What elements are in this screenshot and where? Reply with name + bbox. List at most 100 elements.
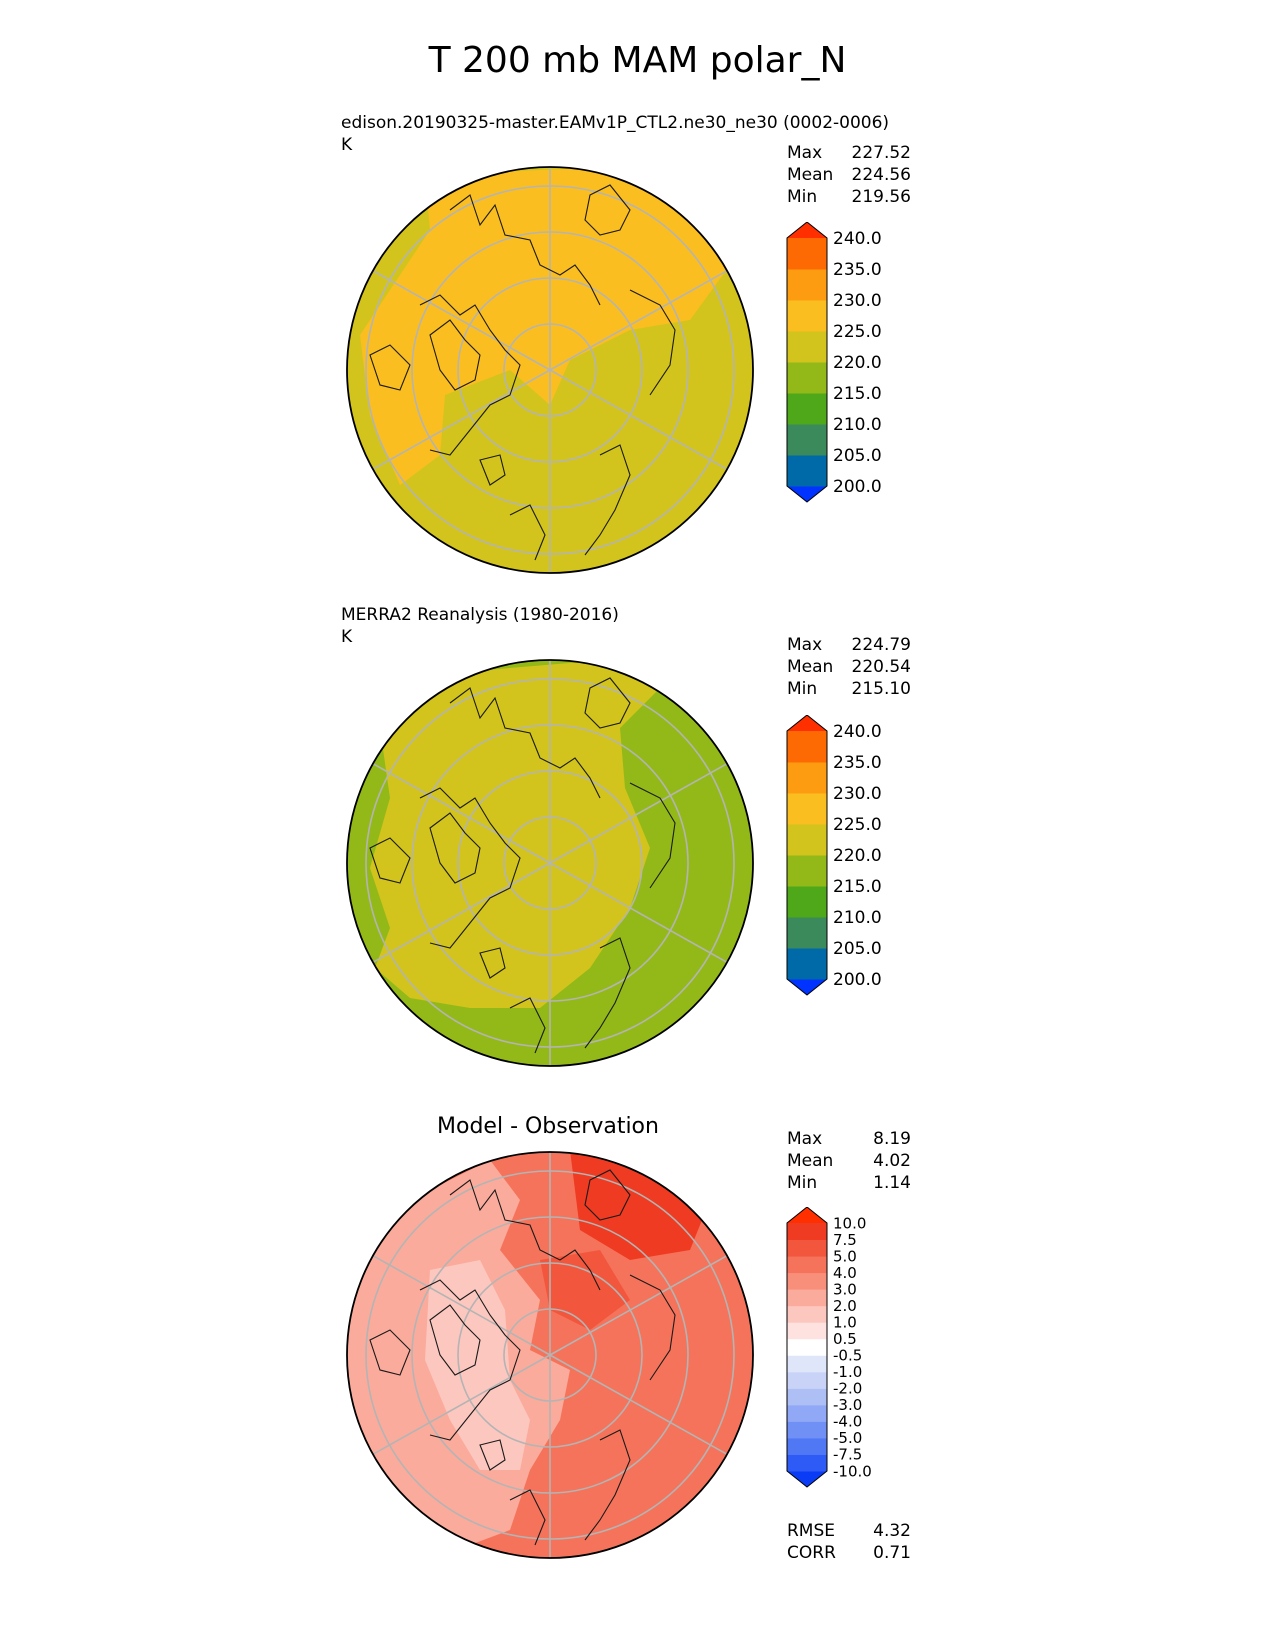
colorbar-extend-min <box>787 1471 827 1487</box>
stat-label: Min <box>787 679 818 699</box>
figure-title: T 200 mb MAM polar_N <box>428 40 847 81</box>
colorbar-tick-label: -0.5 <box>833 1347 862 1365</box>
colorbar-tick-label: 205.0 <box>833 446 882 466</box>
colorbar-box <box>787 1404 827 1422</box>
colorbar-tick-label: 225.0 <box>833 815 882 835</box>
colorbar-tick-label: 235.0 <box>833 260 882 280</box>
reference-panel-title: MERRA2 Reanalysis (1980-2016) <box>341 605 619 625</box>
colorbar-box <box>787 1454 827 1472</box>
colorbar-box <box>787 1338 827 1356</box>
colorbar-box <box>787 393 827 425</box>
colorbar-tick-label: 0.5 <box>833 1330 857 1348</box>
colorbar-box <box>787 948 827 980</box>
metric-label: RMSE <box>787 1521 836 1541</box>
colorbar-box <box>787 1289 827 1307</box>
diff-stats: Max 8.19 Mean 4.02 Min 1.14 <box>787 1128 911 1194</box>
colorbar-extend-min <box>787 979 827 995</box>
colorbar-box <box>787 762 827 794</box>
stat-value: 4.02 <box>873 1151 911 1171</box>
diff-panel-title: Model - Observation <box>437 1114 659 1139</box>
colorbar-box <box>787 1256 827 1274</box>
colorbar-tick-label: 205.0 <box>833 939 882 959</box>
colorbar-box <box>787 1437 827 1455</box>
stat-label: Min <box>787 187 818 207</box>
coastlines <box>369 1169 676 1546</box>
colorbar-outline <box>786 715 828 996</box>
colorbar-tick-label: 235.0 <box>833 753 882 773</box>
colorbar-tick-label: 1.0 <box>833 1313 857 1331</box>
colorbar-tick-label: -10.0 <box>833 1462 872 1480</box>
coastlines <box>369 184 676 561</box>
colorbar-tick-label: 240.0 <box>833 229 882 249</box>
colorbar-tick-label: 210.0 <box>833 908 882 928</box>
colorbar-box <box>787 793 827 825</box>
colorbar-box <box>787 455 827 487</box>
stat-label: Max <box>787 635 823 655</box>
stat-value: 227.52 <box>851 143 911 163</box>
colorbar-box <box>787 1371 827 1389</box>
stat-label: Max <box>787 143 823 163</box>
colorbar-box <box>787 1223 827 1241</box>
colorbar-box <box>787 1355 827 1373</box>
colorbar-tick-label: 2.0 <box>833 1297 857 1315</box>
colorbar-box <box>787 1388 827 1406</box>
map-fill-1-2 <box>425 1260 530 1470</box>
colorbar-box <box>787 1272 827 1290</box>
colorbar-tick-label: 5.0 <box>833 1247 857 1265</box>
colorbar-tick-label: 220.0 <box>833 353 882 373</box>
colorbar-box <box>787 238 827 270</box>
colorbar-tick-label: 210.0 <box>833 415 882 435</box>
colorbar-box <box>787 1322 827 1340</box>
colorbar-extend-max <box>787 715 827 731</box>
colorbar-box <box>787 300 827 332</box>
colorbar-box <box>787 824 827 856</box>
graticule <box>347 660 753 1066</box>
reference-map <box>346 659 754 1067</box>
colorbar-tick-label: 220.0 <box>833 846 882 866</box>
stat-label: Min <box>787 1173 818 1193</box>
diff-map <box>346 1151 754 1559</box>
colorbar-box <box>787 269 827 301</box>
colorbar-tick-label: 230.0 <box>833 291 882 311</box>
colorbar-tick-label: 215.0 <box>833 877 882 897</box>
colorbar-tick-label: -4.0 <box>833 1413 862 1431</box>
test-panel-title: edison.20190325-master.EAMv1P_CTL2.ne30_… <box>341 113 890 133</box>
stat-value: 219.56 <box>851 187 911 207</box>
colorbar-box <box>787 1305 827 1323</box>
stat-value: 220.54 <box>851 657 911 677</box>
colorbar-box <box>787 424 827 456</box>
test-colorbar: 200.0 205.0 210.0 215.0 220.0 225.0 230.0 235.0… <box>786 222 882 503</box>
diff-colorbar: -10.0-7.5-5.0-4.0-3.0-2.0-1.0-0.50.51.02… <box>786 1207 872 1488</box>
colorbar-tick-label: -7.5 <box>833 1446 862 1464</box>
test-map <box>346 166 754 574</box>
stat-label: Mean <box>787 1151 834 1171</box>
graticule <box>347 167 753 573</box>
colorbar-outline <box>786 222 828 503</box>
colorbar-box <box>787 731 827 763</box>
colorbar-tick-label: 3.0 <box>833 1280 857 1298</box>
colorbar-extend-max <box>787 1207 827 1223</box>
map-boundary <box>346 1151 754 1559</box>
stat-value: 8.19 <box>873 1129 911 1149</box>
reference-panel-units: K <box>341 627 353 647</box>
colorbar-extend-max <box>787 222 827 238</box>
reference-colorbar: 200.0 205.0 210.0 215.0 220.0 225.0 230.0 235.0… <box>786 715 882 996</box>
colorbar-tick-label: -3.0 <box>833 1396 862 1414</box>
stat-value: 224.56 <box>851 165 911 185</box>
colorbar-tick-label: 240.0 <box>833 722 882 742</box>
stat-value: 1.14 <box>873 1173 911 1193</box>
reference-stats: Max 224.79 Mean 220.54 Min 215.10 <box>787 634 911 700</box>
diff-metrics: RMSE 4.32 CORR 0.71 <box>787 1520 911 1564</box>
colorbar-tick-label: 200.0 <box>833 970 882 990</box>
colorbar-box <box>787 331 827 363</box>
stat-label: Mean <box>787 657 834 677</box>
colorbar-box <box>787 855 827 887</box>
colorbar-tick-label: -1.0 <box>833 1363 862 1381</box>
colorbar-box <box>787 362 827 394</box>
colorbar-tick-label: 10.0 <box>833 1214 866 1232</box>
stat-label: Mean <box>787 165 834 185</box>
test-stats: Max 227.52 Mean 224.56 Min 219.56 <box>787 142 911 208</box>
colorbar-tick-label: 230.0 <box>833 784 882 804</box>
colorbar-tick-label: 4.0 <box>833 1264 857 1282</box>
colorbar-tick-label: 215.0 <box>833 384 882 404</box>
